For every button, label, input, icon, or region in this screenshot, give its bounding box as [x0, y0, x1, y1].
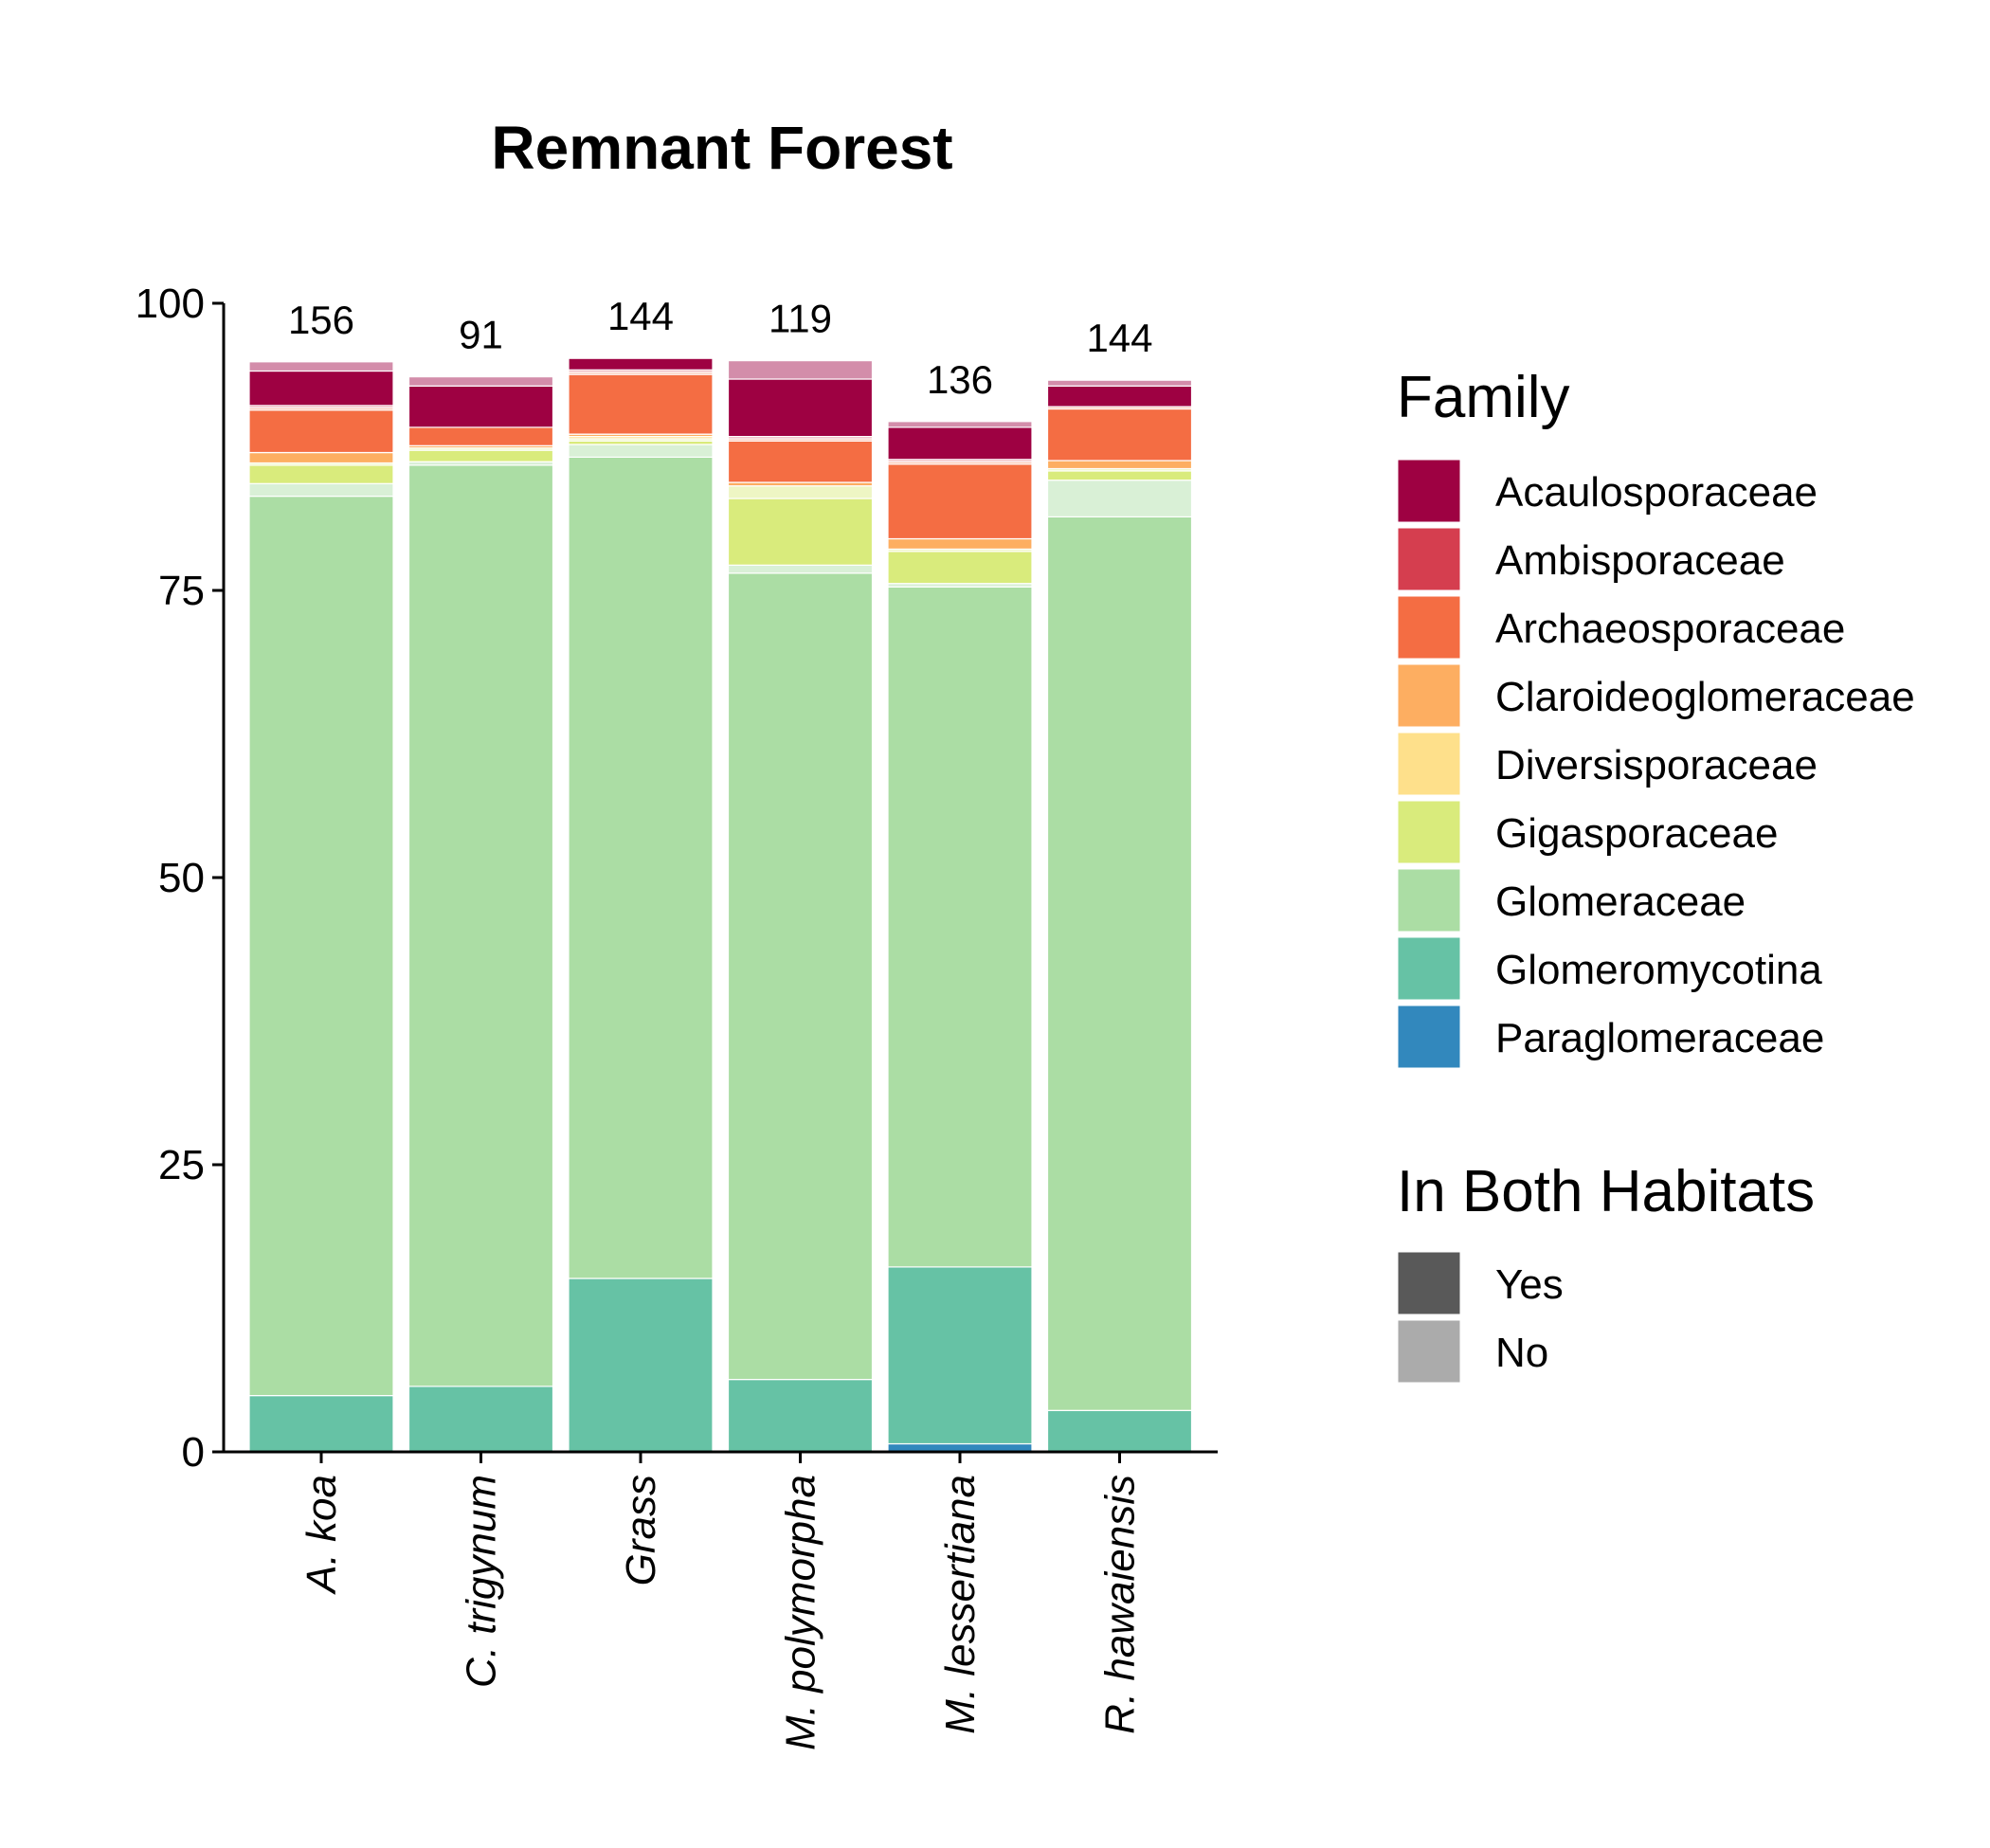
- bar-count-label: 136: [927, 357, 993, 402]
- legend-key-label: Claroideoglomeraceae: [1495, 674, 1915, 720]
- legend-key-label: No: [1495, 1330, 1548, 1376]
- legend-key-swatch: [1395, 866, 1463, 934]
- x-tick-label: R. hawaiensis: [1097, 1475, 1144, 1734]
- bar-segment: [407, 376, 554, 387]
- bar-segment: [1046, 1409, 1193, 1453]
- bar-segment: [727, 572, 874, 1381]
- bar-segment: [1046, 460, 1193, 470]
- bar-segment: [407, 464, 554, 1387]
- y-tick-label: 75: [158, 568, 205, 614]
- bar-segment: [887, 463, 1033, 540]
- y-tick-label: 25: [158, 1142, 205, 1188]
- legend-key-label: Ambisporaceae: [1495, 537, 1785, 584]
- bar-segment: [1046, 516, 1193, 1411]
- legend-key-swatch: [1395, 457, 1463, 525]
- legend-key-swatch: [1395, 1317, 1463, 1386]
- bar-segment: [248, 361, 394, 372]
- plot-area: 156 91 144 119 136 144 0 25 50 75 100 A. koa C. trig…: [136, 281, 1218, 1750]
- bar-segment: [248, 482, 394, 498]
- bar-segment: [407, 385, 554, 428]
- x-tick-label: A. koa: [298, 1475, 345, 1596]
- bar-segment: [568, 357, 714, 371]
- legend-key-swatch: [1395, 661, 1463, 730]
- legend-key-swatch: [1395, 934, 1463, 1003]
- y-tick-label: 0: [182, 1429, 205, 1476]
- legend-key-swatch: [1395, 1249, 1463, 1317]
- bar-segment: [248, 452, 394, 464]
- bar-count-label: 144: [1086, 316, 1152, 360]
- bar-segment: [407, 461, 554, 466]
- x-tick-label: M. lessertiana: [937, 1475, 984, 1734]
- bar-segment: [887, 551, 1033, 585]
- bar-segment: [248, 1394, 394, 1453]
- bar-group: [568, 357, 714, 1453]
- legend-key-swatch: [1395, 525, 1463, 593]
- bar-segment: [1046, 470, 1193, 481]
- bar-segment: [727, 485, 874, 499]
- bar-segment: [887, 426, 1033, 461]
- bar-segment: [887, 1266, 1033, 1445]
- legend-key-label: Diversisporaceae: [1495, 742, 1818, 788]
- legend-key-label: Gigasporaceae: [1495, 810, 1778, 857]
- y-tick-label: 100: [136, 281, 205, 327]
- bar-segment: [248, 409, 394, 454]
- bar-segment: [887, 537, 1033, 550]
- bar-segment: [568, 1277, 714, 1453]
- bar-segment: [727, 440, 874, 483]
- bar-segment: [727, 360, 874, 380]
- legend-key-swatch: [1395, 798, 1463, 866]
- bar-group: [1046, 379, 1193, 1453]
- legend-key-label: Glomeromycotina: [1495, 947, 1822, 993]
- legend-key-swatch: [1395, 730, 1463, 798]
- legend-title-habitats: In Both Habitats: [1397, 1159, 1815, 1224]
- bar-segment: [1046, 379, 1193, 387]
- bar-count-label: 91: [459, 313, 503, 357]
- legend: Family Acaulosporaceae Ambisporaceae Archae…: [1395, 365, 1915, 1386]
- legend-key-swatch: [1395, 593, 1463, 661]
- bar-segment: [727, 564, 874, 574]
- bar-group: [248, 361, 394, 1453]
- legend-key-swatch: [1395, 1003, 1463, 1071]
- bar-segment: [568, 444, 714, 459]
- bar-segment: [407, 426, 554, 446]
- x-tick-label: M. polymorpha: [778, 1475, 824, 1750]
- x-tick-label: Grass: [618, 1475, 664, 1585]
- bar-segment: [248, 370, 394, 407]
- legend-key-label: Archaeosporaceae: [1495, 606, 1845, 652]
- legend-key-label: Paraglomeraceae: [1495, 1015, 1824, 1061]
- bar-segment: [1046, 480, 1193, 518]
- bar-segment: [1046, 385, 1193, 408]
- bar-segment: [887, 586, 1033, 1268]
- bar-segment: [727, 481, 874, 487]
- legend-key-label: Yes: [1495, 1261, 1564, 1308]
- bar-group: [727, 360, 874, 1453]
- bar-segment: [1046, 408, 1193, 462]
- bar-segment: [407, 449, 554, 462]
- bar-segment: [568, 373, 714, 435]
- bar-segment: [727, 498, 874, 566]
- bar-segment: [887, 421, 1033, 428]
- y-tick-label: 50: [158, 855, 205, 901]
- bar-segment: [568, 456, 714, 1279]
- bar-segment: [727, 1378, 874, 1453]
- x-tick-label: C. trigynum: [459, 1475, 505, 1688]
- bar-count-label: 144: [607, 294, 674, 338]
- legend-title-family: Family: [1397, 365, 1570, 430]
- bar-segment: [248, 464, 394, 484]
- bar-segment: [407, 1386, 554, 1453]
- bar-count-label: 156: [288, 298, 354, 342]
- bar-segment: [727, 378, 874, 438]
- bar-group: [407, 376, 554, 1453]
- legend-key-label: Glomeraceae: [1495, 879, 1746, 925]
- legend-key-label: Acaulosporaceae: [1495, 469, 1818, 516]
- bar-segment: [248, 495, 394, 1397]
- chart-title: Remnant Forest: [491, 114, 952, 182]
- bar-count-label: 119: [769, 297, 832, 341]
- bar-group: [887, 421, 1033, 1453]
